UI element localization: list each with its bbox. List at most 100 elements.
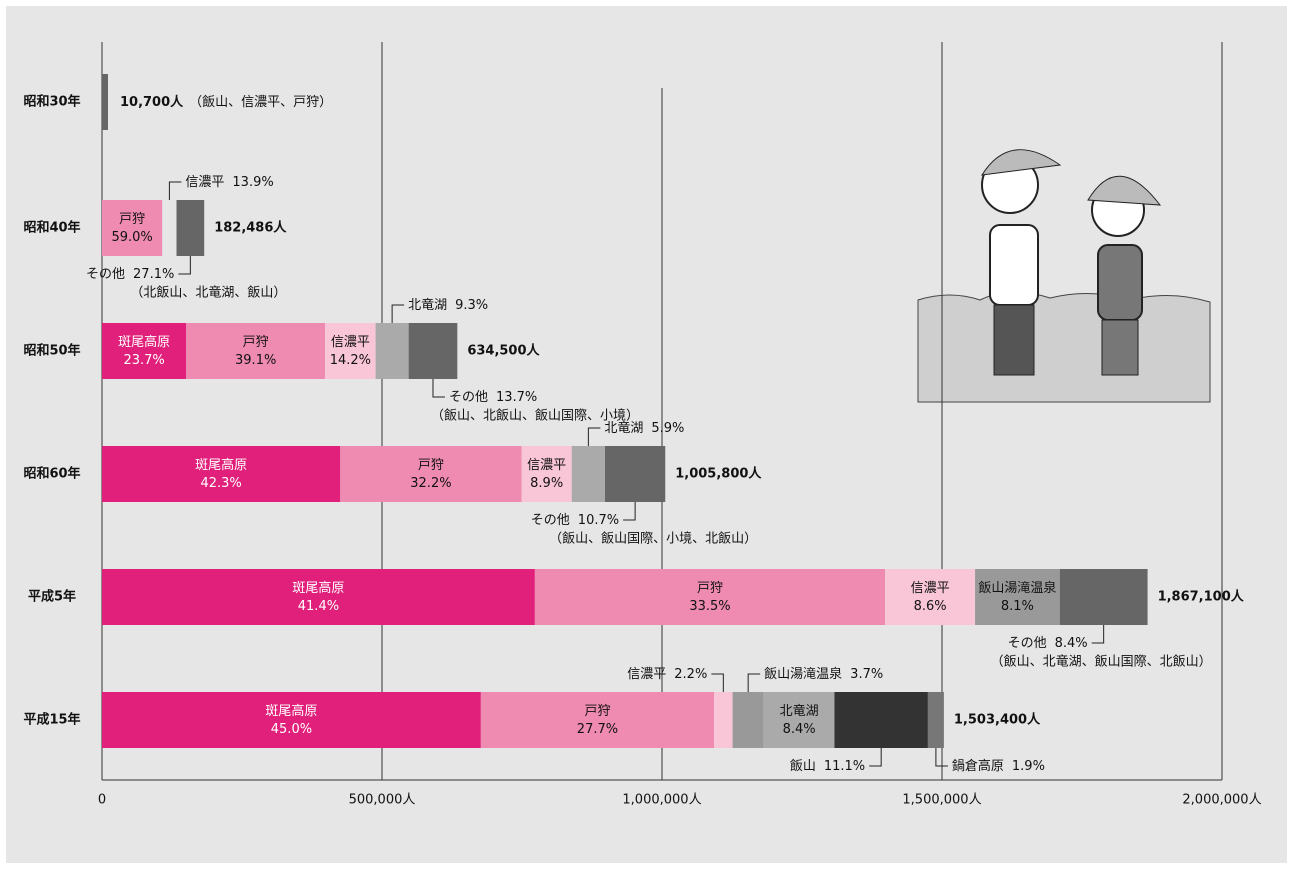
bar-segment [176, 200, 205, 256]
segment-label: 信濃平 8.6% [911, 581, 950, 614]
leader-line [391, 304, 405, 323]
segment-name: 飯山 [790, 759, 816, 774]
segment-percent: 39.1% [235, 353, 276, 368]
bar-segment [885, 569, 976, 625]
segment-name: 北竜湖 [604, 421, 643, 436]
category-label: 昭和50年 [23, 343, 80, 359]
segment-label: 戸狩 27.7% [577, 704, 618, 737]
segment-name: 斑尾高原 [195, 457, 247, 473]
bar-segment [102, 446, 341, 502]
leader-line [1091, 625, 1105, 644]
bar-segment [162, 200, 177, 256]
segment-callout: 鍋倉高原 1.9% [952, 758, 1045, 774]
segment-name: 飯山湯滝温泉 [978, 580, 1056, 596]
segment-label: 信濃平 14.2% [330, 335, 371, 368]
segment-percent: 8.4% [1055, 636, 1088, 651]
segment-percent: 10.7% [578, 513, 619, 528]
bar-segment [927, 692, 944, 748]
segment-label: 斑尾高原 45.0% [265, 703, 317, 737]
segment-callout: 信濃平 13.9% [185, 175, 273, 190]
bar-segment [408, 323, 458, 379]
leader-line [432, 379, 445, 398]
segment-callout: その他 13.7% [449, 390, 537, 405]
segment-percent: 59.0% [111, 230, 152, 245]
bar-segment [375, 323, 409, 379]
segment-callout: 北竜湖 5.9% [604, 421, 684, 436]
segment-callout: その他 27.1% [86, 267, 174, 282]
segment-label: 飯山湯滝温泉 8.1% [978, 580, 1056, 614]
segment-callout: 北竜湖 9.3% [408, 298, 488, 313]
segment-percent: 41.4% [298, 599, 339, 614]
total-label: 634,500人 [467, 343, 540, 359]
segment-percent: 45.0% [271, 722, 312, 737]
category-label: 昭和40年 [23, 220, 80, 236]
segment-name: 信濃平 [185, 175, 224, 190]
segment-callout: 飯山湯滝温泉 3.7% [764, 666, 883, 682]
bar-segment [325, 323, 376, 379]
leader-line [623, 502, 636, 521]
bar-segment [102, 200, 163, 256]
bar-segment [186, 323, 326, 379]
segment-percent: 42.3% [200, 476, 241, 491]
segment-percent: 5.9% [651, 421, 684, 436]
segment-label: 斑尾高原 42.3% [195, 457, 247, 491]
segment-percent: 11.1% [824, 759, 865, 774]
segment-percent: 27.1% [133, 267, 174, 282]
total-label: 1,867,100人 [1158, 589, 1245, 605]
bar-segment [340, 446, 522, 502]
segment-percent: 13.7% [496, 390, 537, 405]
segment-percent: 9.3% [455, 298, 488, 313]
segment-name: 鍋倉高原 [952, 758, 1004, 774]
bar [102, 74, 108, 130]
segment-percent: 8.4% [783, 722, 816, 737]
leader-line [711, 673, 724, 692]
segment-name: その他 [1008, 636, 1047, 651]
leader-line [747, 673, 761, 692]
total-label: 1,005,800人 [675, 466, 762, 482]
segment-name: 北竜湖 [408, 298, 447, 313]
segment-percent: 23.7% [123, 353, 164, 368]
segment-label: 戸狩 59.0% [111, 212, 152, 245]
segment-name: 戸狩 [119, 212, 145, 227]
bar-segment [571, 446, 605, 502]
leader-line [178, 256, 191, 275]
segment-name: 信濃平 [331, 335, 370, 350]
segment-name: 斑尾高原 [265, 703, 317, 719]
bar-segment [480, 692, 715, 748]
note: （飯山、信濃平、戸狩） [189, 95, 332, 110]
segment-callout: 飯山 11.1% [790, 759, 865, 774]
bar-segment [834, 692, 928, 748]
total-label: 10,700人 （飯山、信濃平、戸狩） [120, 94, 332, 110]
segment-name: 戸狩 [418, 458, 444, 473]
segment-label: 戸狩 32.2% [410, 458, 451, 491]
segment-percent: 14.2% [330, 353, 371, 368]
segment-percent: 13.9% [232, 175, 273, 190]
segment-percent: 27.7% [577, 722, 618, 737]
segment-name: 信濃平 [911, 581, 950, 596]
segment-percent: 2.2% [674, 667, 707, 682]
total-label: 1,503,400人 [954, 712, 1041, 728]
segment-name: 斑尾高原 [118, 334, 170, 350]
segment-percent: 8.9% [530, 476, 563, 491]
note: （北飯山、北竜湖、飯山） [130, 286, 286, 301]
note: （飯山、北竜湖、飯山国際、北飯山） [991, 655, 1212, 670]
x-tick-label: 0 [98, 793, 106, 808]
segment-percent: 33.5% [689, 599, 730, 614]
segment-name: その他 [86, 267, 125, 282]
segment-label: 斑尾高原 41.4% [292, 580, 344, 614]
bar-segment [1059, 569, 1148, 625]
segment-callout: 信濃平 2.2% [627, 667, 707, 682]
leader-line [587, 427, 601, 446]
x-tick-label: 2,000,000人 [1182, 793, 1261, 808]
category-label: 昭和60年 [23, 466, 80, 482]
segment-percent: 8.6% [914, 599, 947, 614]
bar-segment [534, 569, 886, 625]
bar-segment [102, 323, 187, 379]
segment-name: 信濃平 [527, 458, 566, 473]
total-value: 10,700人 [120, 94, 184, 110]
segment-percent: 1.9% [1012, 759, 1045, 774]
segment-name: その他 [531, 513, 570, 528]
segment-percent: 8.1% [1001, 599, 1034, 614]
bar-segment [521, 446, 572, 502]
x-tick-label: 500,000人 [349, 793, 416, 808]
